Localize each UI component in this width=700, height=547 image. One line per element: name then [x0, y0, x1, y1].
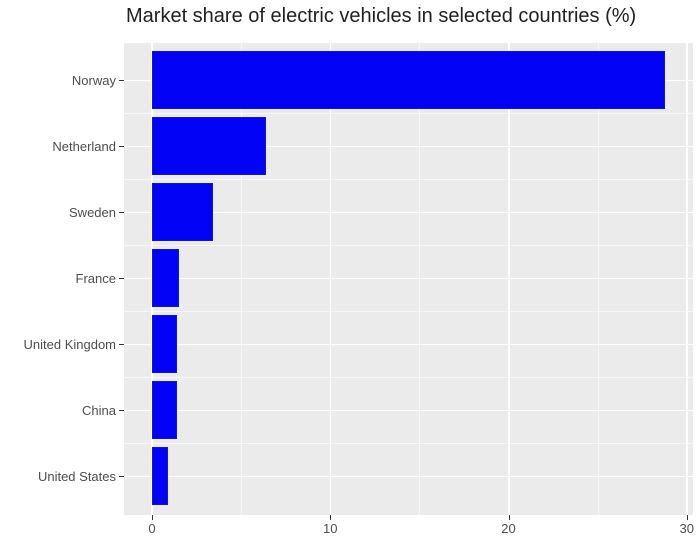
y-axis-tick-norway: [119, 80, 124, 81]
h-gridline-minor: [124, 179, 693, 180]
h-gridline-major: [124, 344, 693, 345]
x-axis-tick-label-10: 10: [323, 521, 338, 536]
y-axis-tick-united-states: [119, 476, 124, 477]
bar-united-states: [151, 447, 169, 505]
v-gridline-minor: [597, 43, 599, 515]
bar-france: [151, 249, 179, 307]
bar-sweden: [151, 183, 213, 241]
y-axis-tick-china: [119, 410, 124, 411]
h-gridline-minor: [124, 113, 693, 114]
bar-united-kingdom: [151, 315, 177, 373]
x-axis-tick-30: [686, 515, 688, 520]
chart-title: Market share of electric vehicles in sel…: [126, 5, 637, 27]
bar-netherland: [151, 117, 267, 175]
h-gridline-major: [124, 410, 693, 411]
h-gridline-major: [124, 146, 693, 147]
y-axis-tick-france: [119, 278, 124, 279]
y-axis-label-sweden: Sweden: [69, 205, 116, 220]
x-axis-tick-label-0: 0: [148, 521, 156, 536]
bar-china: [151, 381, 177, 439]
h-gridline-minor: [124, 377, 693, 378]
x-axis-tick-label-30: 30: [679, 521, 694, 536]
h-gridline-minor: [124, 245, 693, 246]
v-gridline-major: [508, 43, 510, 515]
x-axis-tick-20: [508, 515, 510, 520]
y-axis-label-china: China: [82, 403, 116, 418]
y-axis-label-united-states: United States: [37, 469, 116, 484]
x-axis-tick-0: [151, 515, 153, 520]
y-axis-tick-sweden: [119, 212, 124, 213]
plot-panel: [124, 43, 693, 515]
h-gridline-major: [124, 278, 693, 279]
y-axis-label-netherland: Netherland: [52, 139, 116, 154]
x-axis-tick-label-20: 20: [501, 521, 516, 536]
v-gridline-minor: [419, 43, 421, 515]
h-gridline-minor: [124, 443, 693, 444]
h-gridline-major: [124, 212, 693, 213]
y-axis-label-france: France: [75, 271, 116, 286]
v-gridline-major: [329, 43, 332, 515]
v-gridline-major: [686, 43, 688, 515]
bar-norway: [151, 51, 666, 109]
y-axis-tick-united-kingdom: [119, 344, 124, 345]
y-axis-tick-netherland: [119, 146, 124, 147]
y-axis-label-norway: Norway: [71, 73, 116, 88]
y-axis-label-united-kingdom: United Kingdom: [23, 337, 117, 352]
x-axis-tick-10: [330, 515, 332, 520]
h-gridline-major: [124, 476, 693, 477]
h-gridline-minor: [124, 311, 693, 312]
v-gridline-minor: [241, 43, 243, 515]
